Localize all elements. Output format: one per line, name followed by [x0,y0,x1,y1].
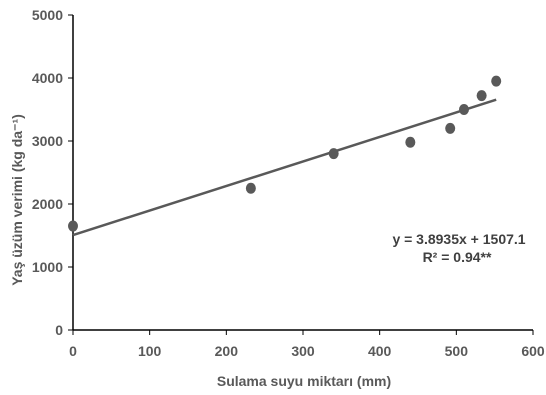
trendline-equation: y = 3.8935x + 1507.1 [392,231,525,247]
points-layer [68,75,502,232]
x-tick-label: 200 [215,343,239,359]
data-point [459,104,469,115]
y-axis-title-group: Yaş üzüm verimi (kg da⁻¹) [9,114,25,286]
data-point [405,136,416,148]
data-point [476,90,487,102]
data-point [328,148,339,160]
x-tick-label: 300 [291,343,315,359]
data-point [445,122,456,134]
x-tick-label: 500 [445,343,469,359]
x-axis-title: Sulama suyu miktarı (mm) [217,373,391,389]
x-tick-label: 400 [368,343,392,359]
r-squared-label: R² = 0.94** [423,249,492,265]
x-tick-label: 600 [521,343,545,359]
data-point [245,182,256,194]
x-tick-label: 100 [138,343,162,359]
data-point [68,220,78,232]
y-tick-label: 0 [55,322,63,338]
y-tick-label: 5000 [32,7,63,23]
y-tick-label: 2000 [32,196,63,212]
y-tick-label: 3000 [32,133,63,149]
x-tick-label: 0 [69,343,77,359]
y-tick-label: 1000 [32,259,63,275]
y-tick-label: 4000 [32,70,63,86]
y-axis-title: Yaş üzüm verimi (kg da⁻¹) [9,114,25,286]
ticks-layer: 0 100 200 300 400 500 600 0 1000 2000 3000 4000 5000 [32,7,545,359]
trend-layer [72,98,497,237]
trendline [72,98,497,237]
data-point [491,75,502,87]
axes-layer [72,15,533,331]
